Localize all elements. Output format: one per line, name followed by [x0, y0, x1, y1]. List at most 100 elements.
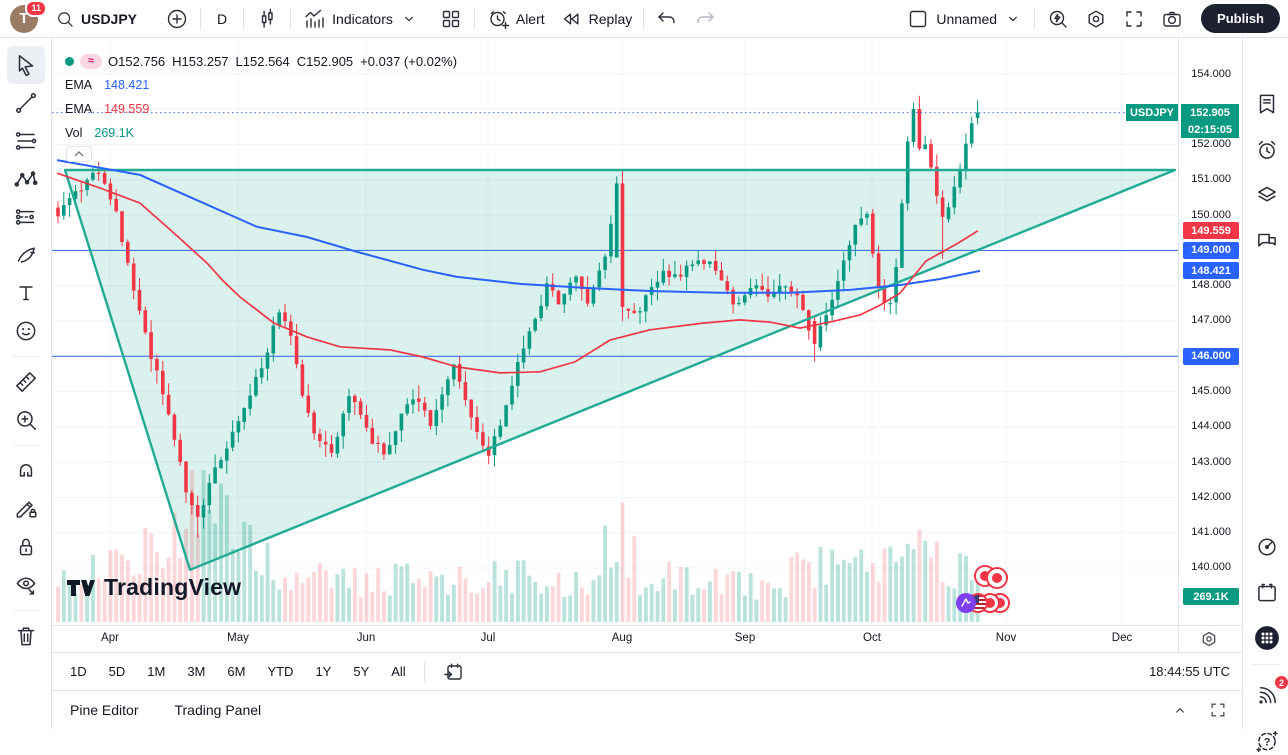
tool-emoji[interactable] [7, 312, 45, 350]
undo-button[interactable] [648, 3, 686, 35]
help-button[interactable]: ? [1253, 727, 1281, 755]
xabcd-pattern-icon [13, 166, 39, 192]
zoom-in-icon [13, 407, 39, 433]
tool-zoom-in[interactable] [7, 401, 45, 439]
range-button-3m[interactable]: 3M [187, 664, 206, 679]
indicators-button[interactable]: Indicators [295, 3, 426, 35]
ema-fast-value: 149.559 [104, 102, 150, 116]
tool-magnet[interactable] [7, 452, 45, 490]
layout-select-button[interactable]: Unnamed [899, 3, 1030, 35]
alert-button[interactable]: Alert [479, 3, 552, 35]
panel-maximize-icon[interactable] [1208, 700, 1228, 720]
range-button-all[interactable]: All [391, 664, 406, 679]
time-axis-month-label: Oct [863, 632, 881, 644]
chart-style-button[interactable] [248, 3, 286, 35]
indicator-templates-button[interactable] [432, 3, 470, 35]
chart-settings-button[interactable] [1077, 3, 1115, 35]
volume-value: 269.1K [94, 126, 135, 140]
tool-brush[interactable] [7, 236, 45, 274]
tool-cursor[interactable] [6, 46, 45, 84]
toolbar-separator [423, 660, 425, 683]
chevron-down-icon[interactable] [399, 9, 419, 29]
templates-grid-icon [439, 7, 463, 31]
clock[interactable]: 18:44:55 UTC [1149, 664, 1230, 679]
user-avatar[interactable]: T 11 [10, 0, 47, 33]
price-tick: 144.000 [1191, 420, 1231, 433]
legend-volume-row[interactable]: Vol 269.1K [65, 121, 464, 145]
open-value: O152.756 [108, 53, 166, 69]
price-axis[interactable]: 154.000 152.000 151.000 150.000 148.000 147.0… [1126, 38, 1242, 625]
chat-button[interactable] [1253, 227, 1281, 255]
apps-menu-button[interactable] [1253, 624, 1281, 652]
price-tick: 142.000 [1191, 490, 1231, 503]
tool-fib-retracement[interactable] [7, 122, 45, 160]
chart-pane[interactable]: ≈ O152.756 H153.257 L152.564 C152.905 +0.037… [52, 38, 1178, 625]
redo-button[interactable] [686, 3, 724, 35]
time-axis-month-label: Sep [734, 632, 756, 644]
radar-icon [1254, 534, 1280, 560]
interval-label: D [217, 10, 228, 27]
time-axis-month-label: Aug [611, 632, 633, 644]
chevron-down-icon[interactable] [1003, 9, 1023, 29]
compare-add-button[interactable] [158, 3, 196, 35]
series-visibility-dot[interactable] [65, 56, 74, 66]
eye-icon [13, 572, 39, 598]
legend-ema-fast-row[interactable]: EMA 149.559 [65, 97, 464, 121]
text-icon [13, 280, 39, 306]
range-button-5y[interactable]: 5Y [353, 664, 370, 679]
plus-circle-icon [165, 7, 189, 31]
alert-label: Alert [515, 10, 545, 27]
price-level-badge: 146.000 [1183, 347, 1239, 365]
quick-search-button[interactable] [1039, 3, 1077, 35]
tab-pine-editor[interactable]: Pine Editor [70, 702, 139, 718]
tool-hide-all[interactable] [7, 566, 45, 604]
screener-button[interactable] [1253, 533, 1281, 561]
watchlist-icon [1254, 91, 1280, 117]
watchlist-button[interactable] [1253, 90, 1281, 118]
legend-collapse-button[interactable] [66, 146, 92, 162]
time-axis-month-label: Jul [480, 632, 496, 644]
tool-trend-line[interactable] [7, 84, 45, 122]
tool-drawing-mode[interactable] [7, 490, 45, 528]
bottom-panel-bar: Pine Editor Trading Panel [52, 690, 1242, 729]
tool-projection[interactable] [7, 198, 45, 236]
axis-gear-icon[interactable] [1199, 629, 1219, 649]
calendar-button[interactable] [1253, 579, 1281, 607]
range-button-ytd[interactable]: YTD [267, 664, 294, 679]
tool-measure[interactable] [7, 363, 45, 401]
candlestick-chart[interactable] [52, 38, 1178, 625]
alerts-button[interactable] [1253, 136, 1281, 164]
panel-expand-icon[interactable] [1170, 700, 1190, 720]
fullscreen-button[interactable] [1115, 3, 1153, 35]
tool-xabcd-pattern[interactable] [7, 160, 45, 198]
tool-text[interactable] [7, 274, 45, 312]
tool-lock-all[interactable] [7, 528, 45, 566]
tab-trading-panel[interactable]: Trading Panel [174, 702, 262, 718]
notifications-button[interactable]: 2 [1253, 676, 1288, 710]
goto-date-button[interactable] [435, 656, 473, 688]
snapshot-button[interactable] [1153, 3, 1191, 35]
legend-ema-slow-row[interactable]: EMA 148.421 [65, 73, 464, 97]
tool-remove-all[interactable] [7, 617, 45, 655]
svg-text:?: ? [1264, 736, 1271, 748]
event-marker-jp-outer[interactable] [986, 567, 1008, 589]
price-tick: 147.000 [1191, 314, 1231, 327]
range-button-1d[interactable]: 1D [70, 664, 87, 679]
range-button-1y[interactable]: 1Y [315, 664, 332, 679]
price-level-badge: 149.000 [1183, 241, 1239, 259]
object-tree-button[interactable] [1253, 181, 1281, 209]
legend-main-row[interactable]: ≈ O152.756 H153.257 L152.564 C152.905 +0.037… [65, 49, 464, 73]
publish-button[interactable]: Publish [1201, 4, 1280, 33]
price-tick: 154.000 [1191, 67, 1231, 80]
range-button-6m[interactable]: 6M [227, 664, 246, 679]
current-price-badge: 152.905 [1181, 104, 1239, 122]
interval-button[interactable]: D [205, 7, 239, 31]
undo-icon [655, 7, 679, 31]
replay-button[interactable]: Replay [552, 3, 640, 35]
apps-grid-icon [1254, 625, 1280, 651]
time-axis[interactable]: Apr May Jun Jul Aug Sep Oct Nov Dec [52, 625, 1178, 652]
axis-settings-corner[interactable] [1178, 625, 1242, 652]
range-button-1m[interactable]: 1M [147, 664, 166, 679]
symbol-search-button[interactable]: USDJPY [48, 5, 144, 33]
range-button-5d[interactable]: 5D [108, 664, 126, 679]
